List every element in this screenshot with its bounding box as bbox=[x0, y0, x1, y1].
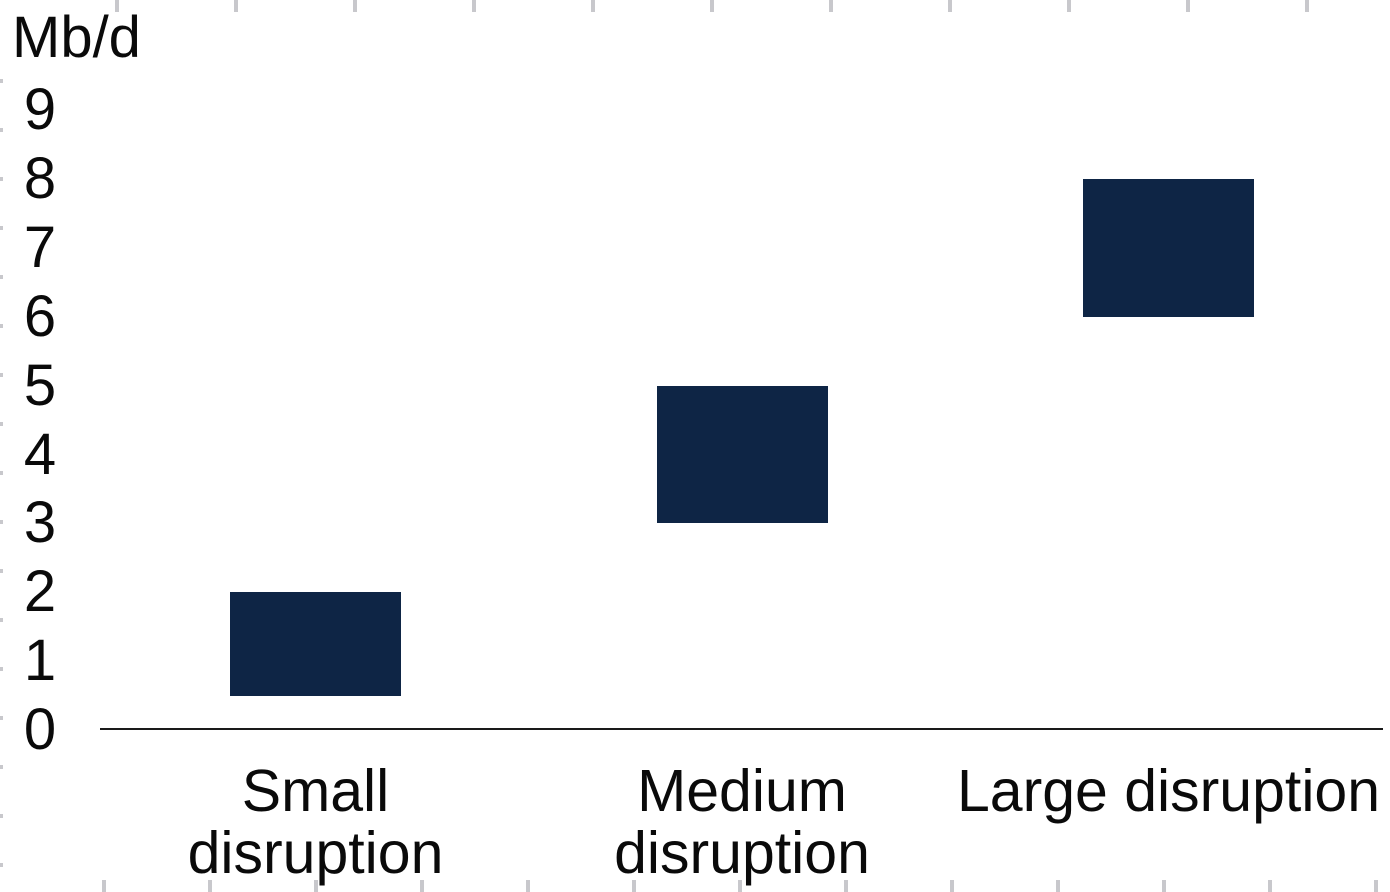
x-axis-category-label: Small disruption bbox=[96, 760, 536, 884]
y-axis-unit-label: Mb/d bbox=[12, 5, 141, 70]
left-edge-tick-marks bbox=[0, 34, 3, 892]
y-axis-tick-label: 5 bbox=[23, 352, 57, 418]
y-axis-tick-label: 6 bbox=[23, 283, 57, 349]
category-label-line: Small bbox=[241, 758, 390, 824]
y-axis-tick-label: 1 bbox=[23, 628, 57, 694]
y-axis-tick-label: 9 bbox=[23, 77, 57, 143]
category-label-line: disruption bbox=[614, 820, 870, 886]
x-axis-line bbox=[100, 728, 1383, 730]
category-label-line: Large disruption bbox=[956, 758, 1381, 824]
y-axis-tick-label: 8 bbox=[23, 146, 57, 211]
range-bar bbox=[230, 592, 401, 696]
range-bar bbox=[656, 385, 828, 524]
x-axis-category-label: Medium disruption bbox=[522, 760, 962, 884]
y-axis-tick-label: 4 bbox=[23, 421, 57, 487]
range-bar bbox=[1083, 179, 1254, 317]
y-axis-tick-label: 2 bbox=[23, 559, 57, 625]
category-label-line: Medium bbox=[637, 758, 847, 824]
top-edge-tick-marks bbox=[0, 0, 1390, 12]
y-axis-tick-label: 3 bbox=[23, 490, 57, 556]
y-axis-tick-label: 7 bbox=[23, 214, 57, 280]
category-label-line: disruption bbox=[187, 820, 444, 886]
y-axis-tick-label: 0 bbox=[23, 697, 57, 762]
x-axis-category-label: Large disruption bbox=[949, 760, 1389, 822]
